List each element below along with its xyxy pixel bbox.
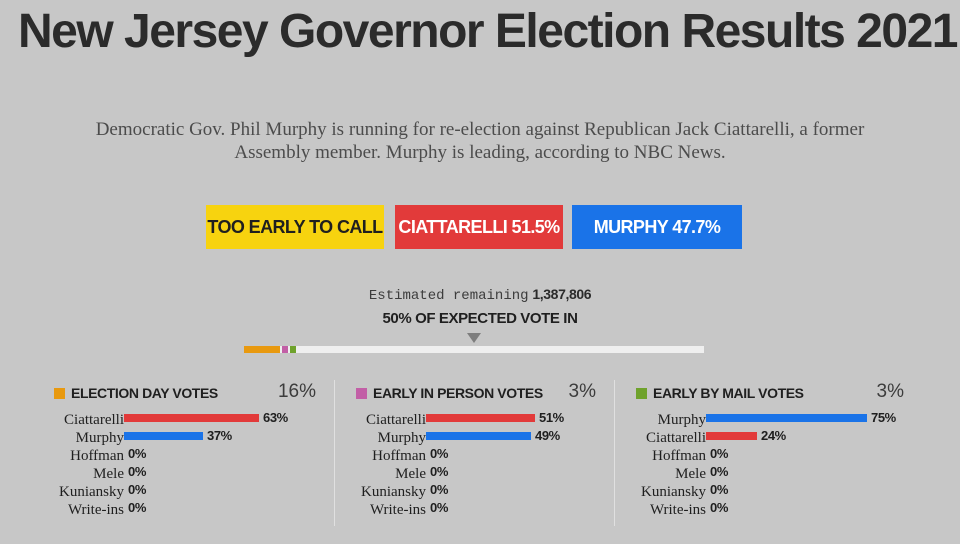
candidate-row: Kuniansky 0%	[636, 482, 904, 500]
estimated-remaining-value: 1,387,806	[532, 286, 592, 302]
result-badges: TOO EARLY TO CALL CIATTARELLI 51.5% MURP…	[0, 205, 960, 249]
vote-percent-label: 0%	[710, 500, 728, 515]
panel-title: EARLY IN PERSON VOTES	[356, 385, 543, 401]
candidate-name: Kuniansky	[641, 484, 706, 500]
panel-title: ELECTION DAY VOTES	[54, 385, 218, 401]
candidate-name: Write-ins	[67, 502, 124, 518]
vote-percent-label: 0%	[128, 500, 146, 515]
candidate-name: Write-ins	[649, 502, 706, 518]
panel-title: EARLY BY MAIL VOTES	[636, 385, 804, 401]
vote-percent-label: 49%	[535, 428, 560, 443]
candidate-name: Kuniansky	[59, 484, 124, 500]
candidate-name: Ciattarelli	[646, 430, 706, 446]
candidate-row: Write-ins 0%	[356, 500, 596, 518]
vote-percent-label: 0%	[128, 446, 146, 461]
candidate-row: Ciattarelli 63%	[54, 410, 316, 428]
vote-percent-label: 0%	[430, 446, 448, 461]
candidate-row: Hoffman 0%	[54, 446, 316, 464]
panel-early-by-mail-votes: EARLY BY MAIL VOTES 3% Murphy 75% Ciattarell…	[636, 380, 904, 526]
candidate-name: Kuniansky	[361, 484, 426, 500]
candidate-row: Ciattarelli 51%	[356, 410, 596, 428]
murphy-total-badge: MURPHY 47.7%	[572, 205, 742, 249]
expected-vote-marker	[467, 333, 481, 343]
vote-percent-label: 37%	[207, 428, 232, 443]
candidate-name: Murphy	[657, 412, 706, 428]
candidate-row: Ciattarelli 24%	[636, 428, 904, 446]
candidate-name: Mele	[675, 466, 706, 482]
vote-percent-label: 0%	[128, 482, 146, 497]
candidate-name: Mele	[395, 466, 426, 482]
legend-swatch	[54, 388, 65, 399]
progress-segment-election-day-votes	[244, 346, 280, 353]
vote-percent-label: 51%	[539, 410, 564, 425]
panel-vote-share: 3%	[568, 381, 596, 402]
candidate-name: Hoffman	[70, 448, 124, 464]
candidate-name: Write-ins	[369, 502, 426, 518]
vote-percent-label: 0%	[430, 500, 448, 515]
candidate-row: Hoffman 0%	[636, 446, 904, 464]
legend-swatch	[636, 388, 647, 399]
candidate-name: Murphy	[377, 430, 426, 446]
candidate-name: Hoffman	[372, 448, 426, 464]
vote-percent-label: 0%	[128, 464, 146, 479]
candidate-name: Mele	[93, 466, 124, 482]
vote-percent-label: 75%	[871, 410, 896, 425]
candidate-row: Mele 0%	[636, 464, 904, 482]
candidate-row: Murphy 75%	[636, 410, 904, 428]
candidate-row: Mele 0%	[54, 464, 316, 482]
vote-bar	[706, 414, 867, 422]
panel-title-text: ELECTION DAY VOTES	[71, 385, 218, 401]
race-status-badge: TOO EARLY TO CALL	[206, 205, 384, 249]
vote-percent-label: 0%	[710, 482, 728, 497]
panel-title-text: EARLY IN PERSON VOTES	[373, 385, 543, 401]
candidate-row: Hoffman 0%	[356, 446, 596, 464]
panel-early-in-person-votes: EARLY IN PERSON VOTES 3% Ciattarelli 51% Mur…	[356, 380, 596, 526]
ciattarelli-total-badge: CIATTARELLI 51.5%	[395, 205, 563, 249]
panel-divider	[334, 380, 335, 526]
progress-segment-early-by-mail-votes	[290, 346, 296, 353]
vote-percent-label: 24%	[761, 428, 786, 443]
candidate-row: Write-ins 0%	[636, 500, 904, 518]
estimated-remaining: Estimated remaining 1,387,806	[0, 286, 960, 304]
estimated-remaining-label: Estimated remaining	[368, 288, 529, 304]
vote-bar	[706, 432, 757, 440]
candidate-name: Hoffman	[652, 448, 706, 464]
panel-divider	[614, 380, 615, 526]
candidate-row: Write-ins 0%	[54, 500, 316, 518]
vote-bar	[426, 414, 535, 422]
vote-bar	[426, 432, 531, 440]
candidate-row: Kuniansky 0%	[54, 482, 316, 500]
progress-segment-early-in-person-votes	[282, 346, 288, 353]
vote-bar	[124, 432, 203, 440]
page-title: New Jersey Governor Election Results 202…	[18, 5, 958, 58]
legend-swatch	[356, 388, 367, 399]
vote-progress-bar	[244, 346, 704, 353]
candidate-row: Mele 0%	[356, 464, 596, 482]
candidate-row: Murphy 37%	[54, 428, 316, 446]
vote-percent-label: 63%	[263, 410, 288, 425]
candidate-name: Murphy	[75, 430, 124, 446]
panel-election-day-votes: ELECTION DAY VOTES 16% Ciattarelli 63% Murph…	[54, 380, 316, 526]
vote-percent-label: 0%	[430, 482, 448, 497]
page-subtitle: Democratic Gov. Phil Murphy is running f…	[95, 119, 865, 163]
candidate-name: Ciattarelli	[366, 412, 426, 428]
vote-percent-label: 0%	[710, 446, 728, 461]
panel-vote-share: 16%	[277, 381, 316, 402]
vote-percent-label: 0%	[430, 464, 448, 479]
candidate-name: Ciattarelli	[64, 412, 124, 428]
panel-title-text: EARLY BY MAIL VOTES	[653, 385, 804, 401]
candidate-row: Kuniansky 0%	[356, 482, 596, 500]
vote-bar	[124, 414, 259, 422]
candidate-row: Murphy 49%	[356, 428, 596, 446]
panel-vote-share: 3%	[876, 381, 904, 402]
expected-vote-label: 50% OF EXPECTED VOTE IN	[382, 310, 578, 327]
vote-percent-label: 0%	[710, 464, 728, 479]
